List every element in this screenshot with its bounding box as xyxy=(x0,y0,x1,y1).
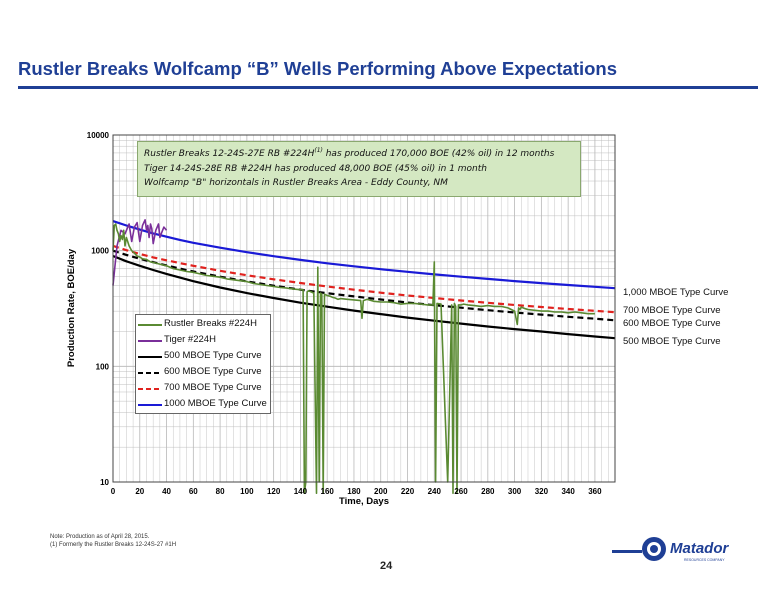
type-curve-label-1000: 1,000 MBOE Type Curve xyxy=(623,287,729,298)
x-tick-label: 360 xyxy=(588,487,602,496)
y-tick-label: 10 xyxy=(100,478,109,487)
x-tick-label: 320 xyxy=(535,487,549,496)
series-line-700-mboe-type-curve xyxy=(112,244,616,314)
title-divider xyxy=(18,86,758,89)
logo-star-icon xyxy=(642,537,666,561)
x-tick-label: 220 xyxy=(401,487,415,496)
plot-frame xyxy=(112,134,616,483)
annotation-line-2: Tiger 14-24S-28E RB #224H has produced 4… xyxy=(144,163,487,174)
x-axis-label: Time, Days xyxy=(339,496,389,507)
annotation-line-1: Rustler Breaks 12-24S-27E RB #224H(1) ha… xyxy=(144,147,555,159)
matador-logo: Matador RESOURCES COMPANY xyxy=(642,537,730,562)
x-tick-label: 20 xyxy=(135,487,144,496)
logo-wordmark: Matador xyxy=(670,540,730,557)
annotation-box: Rustler Breaks 12-24S-27E RB #224H(1) ha… xyxy=(137,141,581,197)
x-tick-label: 200 xyxy=(374,487,388,496)
type-curve-label-600: 600 MBOE Type Curve xyxy=(623,318,721,329)
legend-swatch-green xyxy=(138,324,162,326)
x-tick-label: 0 xyxy=(111,487,116,496)
type-curve-label-700: 700 MBOE Type Curve xyxy=(623,305,721,316)
legend-swatch-blue xyxy=(138,404,162,406)
x-tick-label: 60 xyxy=(189,487,198,496)
y-axis-label: Production Rate, BOE/day xyxy=(66,248,77,367)
y-tick-label: 100 xyxy=(96,362,110,371)
x-tick-label: 280 xyxy=(481,487,495,496)
legend-swatch-black-solid xyxy=(138,356,162,358)
annotation-line-3: Wolfcamp "B" horizontals in Rustler Brea… xyxy=(144,178,448,188)
x-tick-label: 160 xyxy=(321,487,335,496)
footnote-1: (1) Formerly the Rustler Breaks 12-24S-2… xyxy=(50,542,177,548)
x-tick-label: 260 xyxy=(454,487,468,496)
x-tick-label: 340 xyxy=(561,487,575,496)
series-line-tiger-224h xyxy=(112,219,168,286)
series-line-500-mboe-type-curve xyxy=(112,254,616,340)
x-tick-label: 120 xyxy=(267,487,281,496)
slide-title: Rustler Breaks Wolfcamp “B” Wells Perfor… xyxy=(18,58,618,79)
x-tick-label: 300 xyxy=(508,487,522,496)
legend-swatch-black-dashed xyxy=(138,372,162,374)
footnote-note: Note: Production as of April 28, 2015. xyxy=(50,534,150,540)
y-tick-label: 10000 xyxy=(87,131,110,140)
x-tick-label: 180 xyxy=(347,487,361,496)
legend-swatch-red-dashed xyxy=(138,388,162,390)
type-curve-label-500: 500 MBOE Type Curve xyxy=(623,336,721,347)
series-line-rustler-breaks-224h xyxy=(112,223,595,495)
footer-divider xyxy=(612,550,642,553)
x-tick-label: 100 xyxy=(240,487,254,496)
x-tick-label: 80 xyxy=(216,487,225,496)
x-tick-label: 140 xyxy=(294,487,308,496)
chart-legend: Rustler Breaks #224H Tiger #224H 500 MBO… xyxy=(135,314,271,414)
series-line-1000-mboe-type-curve xyxy=(112,220,616,290)
x-tick-label: 40 xyxy=(162,487,171,496)
x-tick-label: 240 xyxy=(428,487,442,496)
y-tick-label: 1000 xyxy=(91,247,109,256)
logo-subtext: RESOURCES COMPANY xyxy=(684,558,725,562)
legend-swatch-purple xyxy=(138,340,162,342)
page-number: 24 xyxy=(380,560,393,572)
footnote: Note: Production as of April 28, 2015. (… xyxy=(50,533,176,549)
